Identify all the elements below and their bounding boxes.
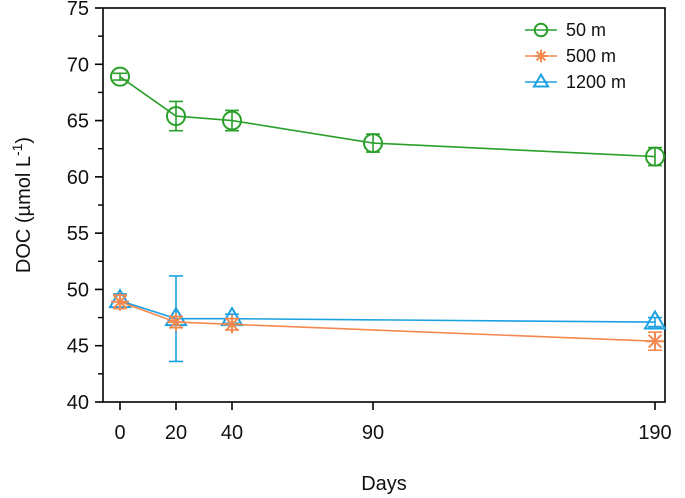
y-tick-label: 60 <box>67 167 89 189</box>
asterisk-stroke <box>168 315 184 330</box>
series-line <box>119 299 656 323</box>
legend-item: 1200 m <box>525 72 626 92</box>
y-tick-label: 65 <box>67 111 89 133</box>
marker-circle <box>222 110 242 131</box>
asterisk-stroke <box>647 334 663 349</box>
legend-item: 50 m <box>525 20 606 40</box>
y-tick-label: 40 <box>67 392 89 414</box>
y-tick-label: 75 <box>67 0 89 20</box>
marker-asterisk <box>111 292 129 311</box>
marker-triangle <box>643 309 667 330</box>
x-axis-title: Days <box>361 473 407 495</box>
marker-asterisk <box>167 313 185 332</box>
series-layer <box>108 66 667 363</box>
y-tick-label: 70 <box>67 54 89 76</box>
marker-circle <box>533 22 549 38</box>
x-tick-label: 20 <box>165 422 187 444</box>
y-axis-title: DOC (µmol L-1) <box>9 137 35 273</box>
marker-circle <box>645 146 665 167</box>
y-tick-label: 55 <box>67 223 89 245</box>
marker-triangle <box>532 72 550 88</box>
series-1200-m <box>108 275 667 363</box>
marker-asterisk <box>646 332 664 351</box>
series-500-m <box>111 292 664 352</box>
marker-circle <box>363 133 383 154</box>
y-axis-title-superscript: -1 <box>9 143 25 156</box>
x-tick-label: 40 <box>221 422 243 444</box>
x-tick-label: 90 <box>362 422 384 444</box>
x-tick-label: 190 <box>638 422 671 444</box>
series-50-m <box>110 66 665 167</box>
marker-circle <box>166 106 186 127</box>
asterisk-stroke <box>535 50 547 62</box>
marker-asterisk <box>534 49 548 63</box>
legend-item: 500 m <box>525 46 616 66</box>
marker-asterisk <box>223 315 241 334</box>
y-tick-label: 50 <box>67 279 89 301</box>
marker-circle <box>110 66 130 87</box>
asterisk-stroke <box>112 294 128 309</box>
legend: 50 m 500 m 1200 m <box>525 20 626 92</box>
y-axis-title-main: DOC (µmol L <box>13 156 35 273</box>
asterisk-stroke <box>224 317 240 332</box>
legend-label: 500 m <box>566 46 616 66</box>
y-tick-label: 45 <box>67 336 89 358</box>
y-axis-title-close: ) <box>13 137 35 144</box>
series-line <box>119 301 656 343</box>
legend-label: 1200 m <box>566 72 626 92</box>
x-axis: 0 20 40 90 190 <box>114 402 672 444</box>
legend-label: 50 m <box>566 20 606 40</box>
y-axis: 40 45 50 55 60 65 70 75 <box>67 0 103 414</box>
x-tick-label: 0 <box>114 422 125 444</box>
